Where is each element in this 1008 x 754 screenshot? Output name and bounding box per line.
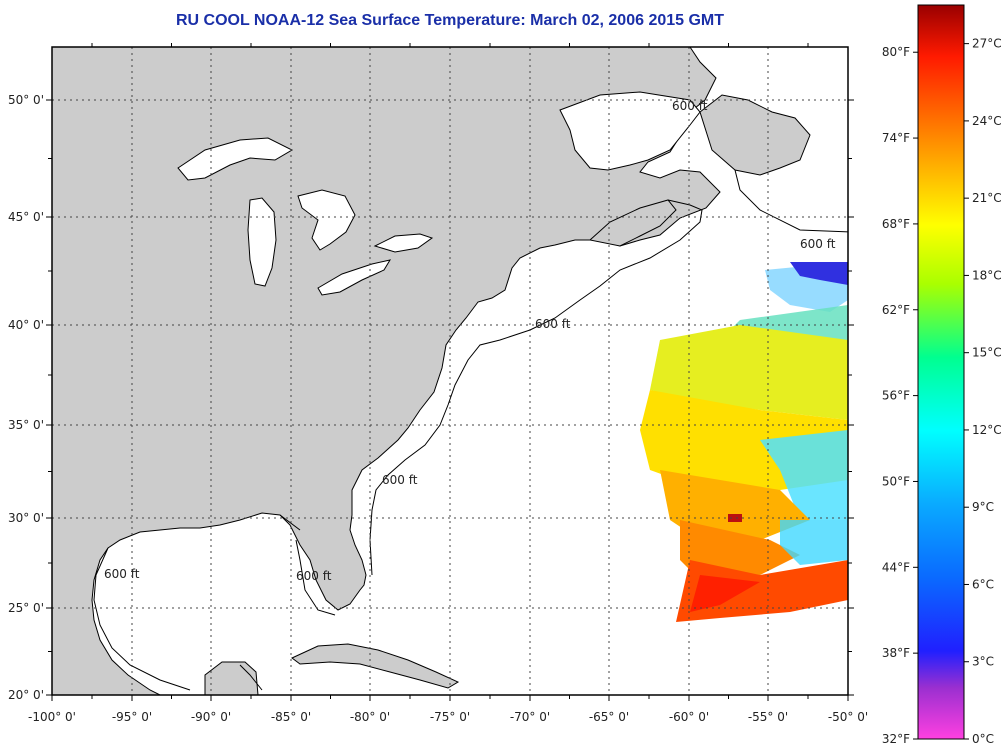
colorbar-fahrenheit-labels: 80°F 74°F 68°F 62°F 56°F 50°F 44°F 38°F 32°F [882,45,918,746]
colorbar-f-label: 62°F [882,303,910,317]
land-newfoundland [699,94,811,176]
colorbar-c-label: 12°C [972,423,1002,437]
lon-tick-label: -70° 0' [510,710,550,724]
depth-contour-600ft [93,169,848,691]
lon-tick-label: -65° 0' [589,710,629,724]
land-north-america [52,47,721,695]
lat-tick-label: 30° 0' [8,511,44,525]
colorbar-f-label: 80°F [882,45,910,59]
colorbar-f-label: 68°F [882,217,910,231]
chart-title: RU COOL NOAA-12 Sea Surface Temperature:… [175,12,725,29]
contour-label: 600 ft [800,237,836,251]
lat-tick-label: 35° 0' [8,418,44,432]
lon-tick-label: -90° 0' [191,710,231,724]
lat-tick-label: 20° 0' [8,688,44,702]
lake-erie [317,259,392,296]
lake-michigan [247,197,277,287]
contour-label: 600 ft [104,567,140,581]
colorbar-celsius-labels: 27°C 24°C 21°C 18°C 15°C 12°C 9°C 6°C 3°C 0°C [964,37,1002,746]
colorbar-c-label: 27°C [972,37,1002,51]
lake-ontario [373,233,434,253]
lake-huron [297,189,356,251]
colorbar-f-label: 74°F [882,131,910,145]
lon-tick-label: -50° 0' [828,710,868,724]
colorbar-c-label: 9°C [972,500,994,514]
lat-tick-label: 45° 0' [8,210,44,224]
colorbar-f-label: 38°F [882,646,910,660]
lon-tick-label: -85° 0' [271,710,311,724]
longitude-axis: -100° 0' -95° 0' -90° 0' -85° 0' -80° 0' -75°… [28,43,868,724]
colorbar-f-label: 44°F [882,560,910,574]
lon-tick-label: -95° 0' [112,710,152,724]
colorbar-f-label: 56°F [882,389,910,403]
land-nova-scotia [588,199,677,247]
lon-tick-label: -75° 0' [430,710,470,724]
colorbar-c-label: 3°C [972,655,994,669]
contour-label: 600 ft [296,569,332,583]
colorbar [917,4,965,740]
lat-tick-label: 50° 0' [8,93,44,107]
colorbar-f-label: 32°F [882,732,910,746]
colorbar-c-label: 21°C [972,191,1002,205]
colorbar-c-label: 15°C [972,346,1002,360]
lake-superior [177,137,294,181]
lon-tick-label: -100° 0' [28,710,76,724]
colorbar-c-label: 6°C [972,577,994,591]
colorbar-c-label: 24°C [972,114,1002,128]
colorbar-c-label: 0°C [972,732,994,746]
contour-label: 600 ft [672,99,708,113]
contour-labels: 600 ft 600 ft 600 ft 600 ft 600 ft 600 f… [104,99,836,583]
lon-tick-label: -80° 0' [350,710,390,724]
colorbar-f-label: 50°F [882,474,910,488]
lon-tick-label: -60° 0' [669,710,709,724]
lat-tick-label: 25° 0' [8,601,44,615]
graticule [52,47,848,695]
lon-tick-label: -55° 0' [748,710,788,724]
lat-tick-label: 40° 0' [8,318,44,332]
gulf-st-lawrence [559,91,701,171]
contour-label: 600 ft [535,317,571,331]
latitude-axis: 20° 0' 25° 0' 30° 0' 35° 0' 40° 0' 45° 0' 50° … [8,93,854,702]
sst-data-layer [640,262,848,622]
land-cuba [291,643,460,689]
colorbar-c-label: 18°C [972,268,1002,282]
contour-label: 600 ft [382,473,418,487]
